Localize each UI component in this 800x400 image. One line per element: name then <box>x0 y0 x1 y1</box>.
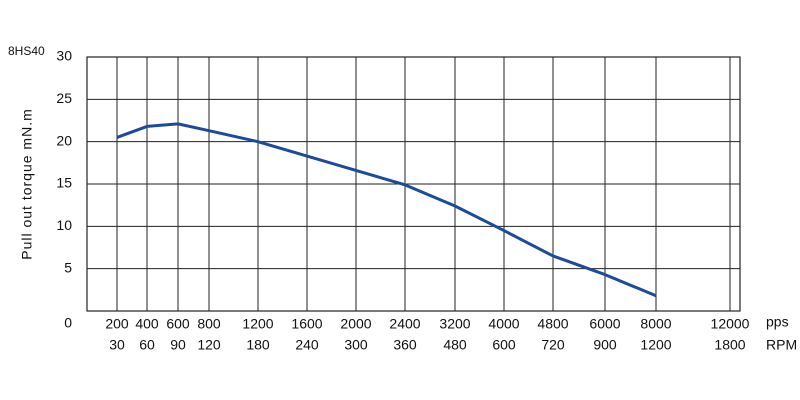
x2-tick-label: 240 <box>295 337 319 353</box>
x-unit: pps <box>766 314 789 330</box>
x2-tick-label: 30 <box>109 337 125 353</box>
y-axis-label: Pull out torque mN.m <box>19 108 35 260</box>
x2-tick-label: 720 <box>541 337 565 353</box>
data-line <box>116 122 657 298</box>
y-tick-label: 5 <box>64 259 72 275</box>
y-tick-label: 20 <box>56 132 72 148</box>
x2-tick-label: 300 <box>344 337 368 353</box>
y-tick-label: 0 <box>64 315 72 331</box>
x2-tick-label: 900 <box>593 337 617 353</box>
x-tick-label: 2000 <box>340 316 371 332</box>
x2-tick-label: 90 <box>170 337 186 353</box>
x2-unit: RPM <box>766 337 797 353</box>
x-tick-label: 1600 <box>291 316 322 332</box>
x-tick-label: 12000 <box>711 316 750 332</box>
x-tick-label: 6000 <box>589 316 620 332</box>
x2-tick-label: 1800 <box>714 337 745 353</box>
x-tick-label: 3200 <box>439 316 470 332</box>
chart-title: 8HS40 <box>8 44 45 58</box>
x2-tick-label: 600 <box>492 337 516 353</box>
x-tick-label: 600 <box>166 316 190 332</box>
x2-tick-label: 60 <box>139 337 155 353</box>
y-tick-label: 25 <box>56 90 72 106</box>
x2-tick-label: 180 <box>246 337 270 353</box>
x-tick-label: 400 <box>135 316 159 332</box>
x2-tick-label: 480 <box>443 337 467 353</box>
x-tick-label: 4000 <box>488 316 519 332</box>
x-tick-label: 8000 <box>640 316 671 332</box>
x2-tick-label: 360 <box>393 337 417 353</box>
y-tick-label: 15 <box>56 175 72 191</box>
x2-tick-label: 1200 <box>640 337 671 353</box>
x-tick-label: 1200 <box>242 316 273 332</box>
x-tick-label: 4800 <box>537 316 568 332</box>
y-tick-label: 10 <box>56 217 72 233</box>
x2-tick-label: 120 <box>197 337 221 353</box>
x-tick-label: 2400 <box>389 316 420 332</box>
x-tick-label: 800 <box>197 316 221 332</box>
x-tick-label: 200 <box>105 316 129 332</box>
y-tick-label: 30 <box>56 48 72 64</box>
